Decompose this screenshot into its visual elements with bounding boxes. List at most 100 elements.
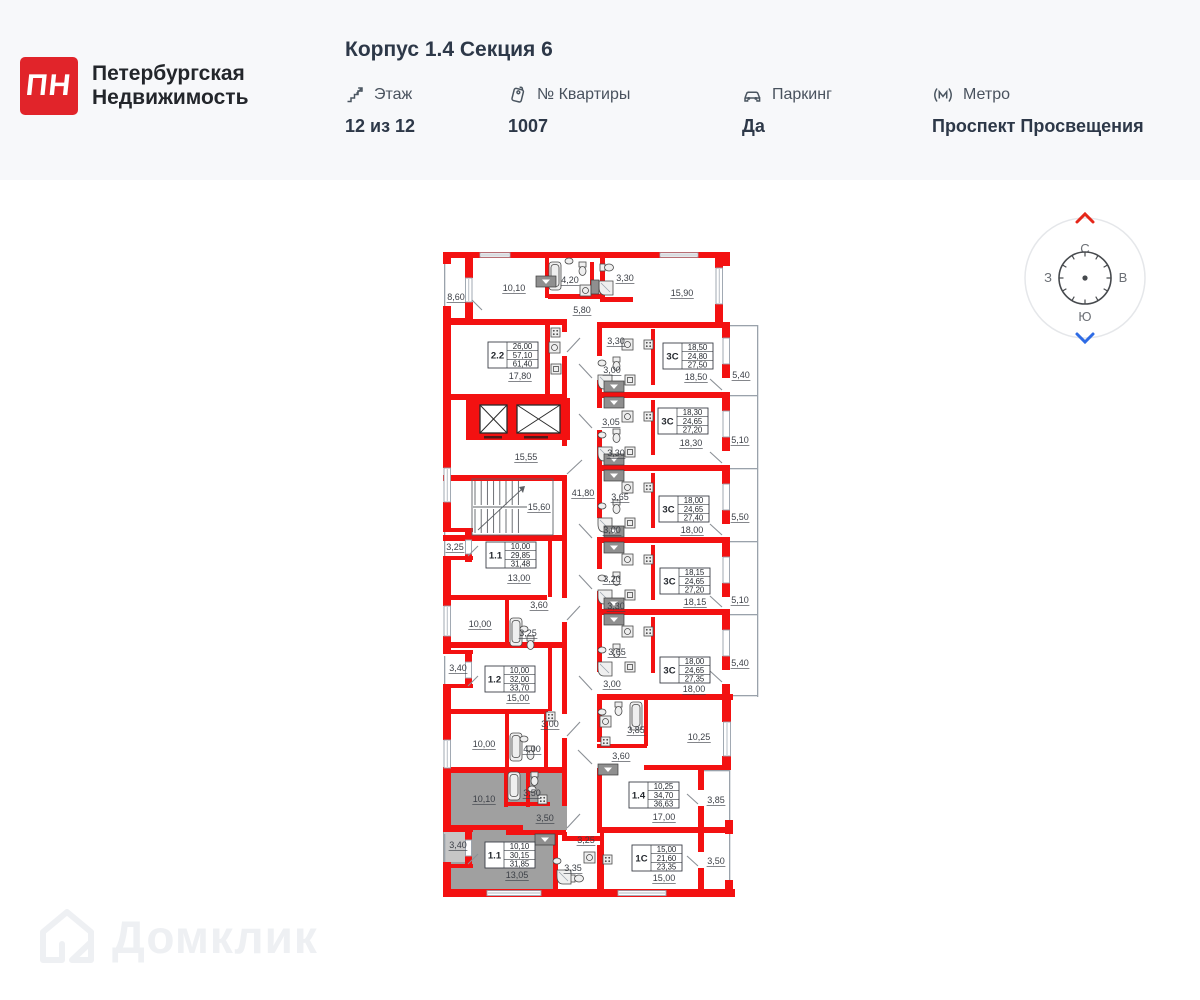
staircase: [471, 478, 554, 536]
room-area-label: 15,55: [515, 452, 538, 462]
room-area-label: 41,80: [572, 488, 595, 498]
apartment-area-value: 27,20: [683, 426, 703, 435]
room-area-label: 3,20: [603, 574, 621, 584]
field-metro-value: Проспект Просвещения: [932, 116, 1144, 136]
room-area-label: 3,30: [607, 448, 625, 458]
room-area-label: 3,50: [536, 813, 554, 823]
compass-north-chevron[interactable]: [1075, 211, 1095, 224]
apartment-area-value: 10,00: [511, 542, 531, 551]
apartment-area-value: 18,50: [688, 343, 708, 352]
room-area-label: 3,25: [519, 628, 537, 638]
watermark: Домклик: [36, 906, 318, 968]
apartment-type-label: 1.4: [632, 790, 646, 801]
apartment-area-value: 34,70: [654, 791, 674, 800]
field-apartments-label: № Квартиры: [537, 86, 631, 103]
header: ПН Петербургская Недвижимость Корпус 1.4…: [0, 0, 1200, 180]
apartment-type-label: 1.1: [488, 850, 502, 861]
apartment-area-value: 10,25: [654, 782, 674, 791]
compass-south-chevron[interactable]: [1075, 332, 1095, 345]
apartment-area-value: 18,00: [685, 657, 705, 666]
room-area-label: 4,00: [523, 744, 541, 754]
room-area-label: 10,10: [503, 283, 526, 293]
room-area-label: 3,30: [616, 273, 634, 283]
room-area-label: 10,00: [473, 739, 496, 749]
room-area-label: 3,60: [612, 751, 630, 761]
room-area-label: 3,65: [608, 647, 626, 657]
brand-logo[interactable]: ПН: [20, 57, 78, 115]
brand-name: Петербургская Недвижимость: [92, 62, 249, 109]
room-area-label: 3,40: [449, 663, 467, 673]
apartment-area-value: 24,80: [688, 352, 708, 361]
field-parking: Паркинг: [742, 85, 832, 105]
logo-abbr: ПН: [24, 69, 74, 102]
room-area-label: 3,65: [611, 492, 629, 502]
room-area-label: 3,05: [602, 417, 620, 427]
car-icon: [744, 91, 761, 102]
field-floor-value: 12 из 12: [345, 116, 416, 136]
floor-plan[interactable]: 2.2 26,00 57,10 61,40 3С 18,50 24,80 27,50 3С 18,…: [440, 248, 776, 904]
apartment-area-value: 27,20: [685, 586, 705, 595]
room-area-label: 5,80: [573, 305, 591, 315]
domclick-house-icon: [40, 909, 94, 963]
field-metro-label: Метро: [963, 86, 1010, 103]
apartment-area-value: 18,30: [683, 408, 703, 417]
apartment-area-value: 31,48: [511, 560, 531, 569]
apartment-type-label: 1.1: [489, 550, 503, 561]
room-area-label: 3,85: [627, 725, 645, 735]
room-area-label: 5,50: [731, 512, 749, 522]
apartment-area-value: 18,00: [684, 496, 704, 505]
selected-apartment-highlight[interactable]: [443, 772, 567, 889]
room-area-label: 3,25: [577, 835, 595, 845]
room-area-label: 10,10: [473, 794, 496, 804]
apartment-type-label: 3С: [663, 576, 675, 587]
room-area-label: 5,40: [732, 370, 750, 380]
room-area-label: 18,50: [685, 372, 708, 382]
apartment-area-value: 32,00: [510, 675, 530, 684]
apartment-type-label: 1С: [635, 853, 647, 864]
apartment-area-value: 36,63: [654, 800, 674, 809]
apartment-type-label: 3С: [666, 351, 678, 362]
apartment-area-value: 10,10: [510, 842, 530, 851]
room-area-label: 5,40: [731, 658, 749, 668]
apartment-type-label: 3С: [662, 504, 674, 515]
apartment-area-value: 24,65: [685, 666, 705, 675]
apartment-area-value: 24,65: [685, 577, 705, 586]
apartment-area-value: 57,10: [513, 351, 533, 360]
field-floor: Этаж: [345, 85, 412, 105]
unit-tables-layer: 2.226,0057,1061,403С18,5024,8027,503С18,…: [484, 341, 714, 872]
room-area-label: 13,00: [508, 573, 531, 583]
compass-east-label: В: [1119, 270, 1128, 285]
apartment-area-value: 15,00: [657, 845, 677, 854]
room-area-label: 3,00: [603, 679, 621, 689]
room-area-label: 13,05: [506, 870, 529, 880]
room-area-label: 5,10: [731, 435, 749, 445]
apartment-area-value: 21,60: [657, 854, 677, 863]
room-area-label: 15,90: [671, 288, 694, 298]
apartment-type-label: 2.2: [491, 350, 504, 361]
apartment-area-value: 31,85: [510, 860, 530, 869]
page-title: Корпус 1.4 Секция 6: [345, 38, 553, 61]
apartment-area-value: 30,15: [510, 851, 530, 860]
compass-south-label: Ю: [1078, 309, 1091, 324]
apartment-area-value: 27,35: [685, 675, 705, 684]
room-area-label: 18,15: [684, 597, 707, 607]
apartment-type-label: 1.2: [488, 674, 501, 685]
room-area-label: 3,00: [603, 525, 621, 535]
apartment-area-value: 61,40: [513, 360, 533, 369]
room-area-label: 10,00: [469, 619, 492, 629]
room-area-label: 17,00: [653, 812, 676, 822]
room-area-label: 10,25: [688, 732, 711, 742]
field-apartments-value: 1007: [508, 116, 549, 136]
